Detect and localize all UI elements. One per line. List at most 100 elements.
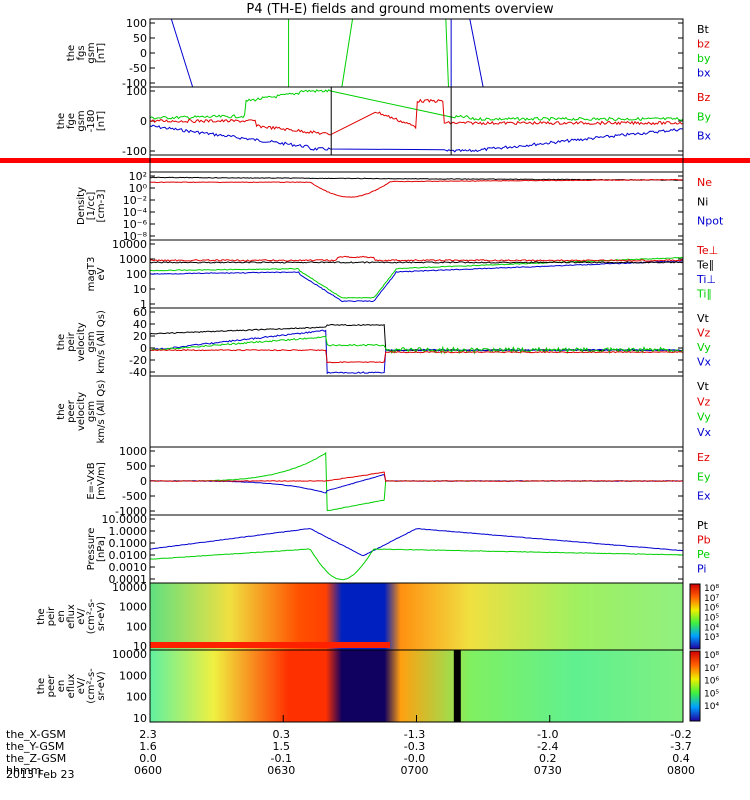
ephemeris-value: -0.3 [404, 740, 425, 753]
y-tick-label: 10.0000 [102, 513, 148, 526]
ephemeris-value: 1.6 [139, 740, 157, 753]
y-tick-label: 100 [126, 620, 147, 633]
ti-par-trace [149, 256, 684, 299]
legend-Ez: Ez [697, 451, 710, 464]
panel-10: the peir en eflux eV/(cm²-s-sr-eV) 10000 1000 1… [36, 581, 719, 653]
y-tick-label: 10⁰ [129, 182, 148, 195]
panel-ylabel: gsm [76, 110, 87, 131]
spectrogram [150, 583, 683, 650]
panel-ylabel: eV/ [76, 608, 87, 625]
legend-Ey: Ey [697, 470, 711, 483]
panel-5: magT3 eV 10000 1000 100 10 1 Te⊥ Te∥Ti⊥ Ti∥ [86, 238, 718, 311]
y-tick-label: 1000 [119, 601, 147, 614]
y-tick-label: 10000 [112, 238, 147, 251]
legend-by: by [697, 52, 711, 65]
colorbar-label: 10⁴ [704, 623, 719, 633]
bx-trace [469, 18, 484, 88]
legend-Pb: Pb [697, 534, 711, 547]
ephemeris-label: the_Z-GSM [6, 752, 66, 765]
ex-trace [149, 474, 684, 494]
legend-Vt: Vt [697, 380, 710, 393]
legend-Ti⊥: Ti⊥ [696, 273, 716, 286]
legend-Npot: Npot [697, 215, 724, 228]
colorbar-label: 10⁷ [704, 594, 719, 604]
panel-ylabel: the [56, 113, 67, 129]
panel-ylabel: the [36, 678, 47, 694]
bx-trace [149, 124, 684, 153]
spectrogram [150, 650, 683, 722]
panel-ylabel: en [56, 610, 67, 623]
panel-3 [0, 154, 750, 173]
panel-frame [149, 375, 684, 448]
panel-ylabel: magT3 [86, 257, 97, 292]
ephemeris-value: -1.3 [404, 728, 425, 741]
legend-Bz: Bz [697, 91, 711, 104]
panel-ylabel: en [56, 680, 67, 693]
legend-Ni: Ni [697, 195, 708, 208]
panel-4: Density [1/cc] [cm-3] 10²10⁰10⁻²10⁻⁴10⁻⁶10⁻… [76, 170, 724, 243]
panel-ylabel: eV [96, 267, 107, 280]
by-trace [341, 18, 354, 88]
ephemeris-label: the_X-GSM [6, 728, 66, 741]
y-tick-label: 60 [133, 306, 147, 319]
panel-ylabel: sr-eV) [96, 602, 107, 631]
legend-Pi: Pi [697, 563, 706, 576]
panel-ylabel: peir [46, 606, 57, 626]
legend-Vz: Vz [697, 327, 711, 340]
colorbar-label: 10⁶ [704, 677, 719, 687]
y-tick-label: 40 [133, 318, 147, 331]
ephemeris-value: -3.7 [670, 740, 691, 753]
panel-ylabel: peir [66, 331, 77, 351]
panel-ylabel: gsm [86, 42, 97, 63]
panel-ylabel: -180 [86, 110, 97, 133]
ephemeris-value: 0.3 [273, 728, 291, 741]
ephemeris-value: 0600 [134, 764, 162, 777]
panel-ylabel: peer [46, 674, 57, 698]
legend-Te∥: Te∥ [696, 259, 714, 272]
legend-Bx: Bx [697, 130, 712, 143]
y-tick-label: 1000 [119, 253, 147, 266]
panel-ylabel: Pressure [86, 528, 97, 571]
date-label: 2013 Feb 23 [6, 768, 74, 781]
colorbar-label: 10⁴ [704, 702, 719, 712]
vz-trace [149, 349, 684, 364]
vt-trace [149, 323, 684, 352]
spectrogram-band [150, 642, 390, 648]
legend-By: By [697, 110, 712, 123]
panel-frame [149, 514, 684, 584]
y-tick-label: 1000 [119, 669, 147, 682]
colorbar-label: 10⁸ [704, 651, 719, 661]
y-tick-label: 100 [126, 85, 147, 98]
y-tick-label: 1 [140, 298, 147, 311]
legend-Vx: Vx [697, 426, 712, 439]
ni-trace [150, 176, 684, 181]
data-gap [453, 650, 461, 722]
panel-11: the peer en eflux eV/(cm²-s-sr-eV) 10000 1000 1… [36, 648, 719, 725]
y-tick-label: 10 [133, 712, 147, 725]
y-tick-label: 0 [140, 475, 147, 488]
plot-title: P4 (TH-E) fields and ground moments over… [246, 2, 554, 17]
panel-6: the peir velocity gsm km/s (All Qs) 6040200-2… [56, 306, 712, 379]
panel-ylabel: peer [66, 399, 77, 423]
panel-ylabel: [nPa] [96, 536, 107, 562]
colorbar-label: 10⁷ [704, 664, 719, 674]
ephemeris-value: -1.0 [537, 728, 558, 741]
y-tick-label: -20 [129, 354, 147, 367]
y-tick-label: 0 [140, 47, 147, 60]
y-tick-label: 0.0100 [109, 549, 148, 562]
panel-ylabel: gsm [86, 401, 97, 422]
legend-bx: bx [697, 67, 711, 80]
panel-ylabel: sr-eV) [96, 671, 107, 700]
panel-frame [149, 239, 684, 309]
panel-ylabel: km/s (All Qs) [96, 380, 107, 444]
ephemeris-value: 0800 [667, 764, 695, 777]
y-tick-label: 10 [133, 640, 147, 653]
ti-perp-trace [149, 260, 684, 303]
y-tick-label: 10 [133, 283, 147, 296]
panel-frame [149, 154, 684, 173]
y-tick-label: 0.1000 [109, 537, 148, 550]
y-tick-label: 100 [126, 691, 147, 704]
panel-ylabel: [mV/m] [96, 462, 107, 500]
